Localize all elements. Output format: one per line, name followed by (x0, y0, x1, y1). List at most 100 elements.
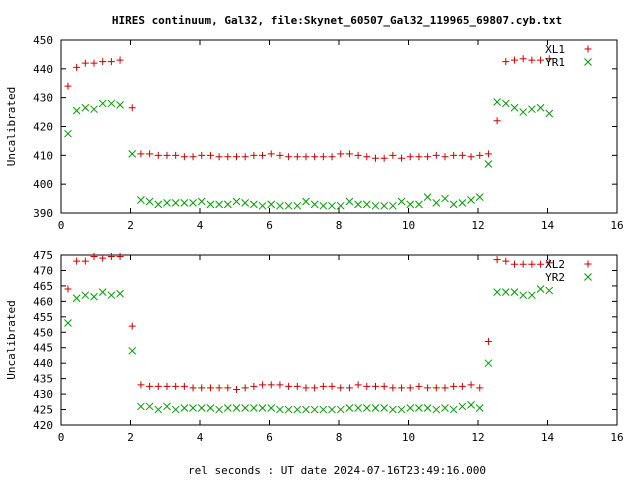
data-point (354, 200, 362, 209)
data-point (328, 153, 336, 161)
data-point (163, 402, 171, 411)
data-point (223, 404, 232, 412)
data-point (458, 382, 466, 390)
data-point (510, 103, 519, 112)
data-point (380, 154, 388, 162)
data-point (345, 384, 353, 392)
legend-marker (584, 273, 592, 281)
data-point (371, 404, 380, 412)
y-tick-label: 440 (33, 357, 53, 370)
data-point (519, 108, 528, 116)
x-tick-label: 12 (471, 431, 484, 444)
data-point (423, 193, 432, 201)
x-tick-label: 0 (58, 431, 65, 444)
data-point (163, 199, 171, 207)
data-point (493, 288, 501, 296)
data-point (171, 199, 180, 207)
data-point (415, 404, 423, 412)
data-point (424, 153, 432, 161)
data-point (107, 291, 116, 300)
data-point (64, 285, 72, 293)
data-point (180, 404, 189, 412)
data-point (81, 257, 89, 265)
data-point (397, 405, 406, 414)
data-point (224, 384, 232, 392)
data-point (328, 405, 336, 414)
data-point (267, 150, 275, 158)
data-point (458, 402, 467, 411)
data-point (484, 150, 492, 158)
y-axis-label: Uncalibrated (5, 300, 18, 379)
data-point (475, 193, 484, 201)
y-tick-label: 455 (33, 311, 53, 324)
data-point (362, 404, 371, 412)
data-point (293, 201, 302, 210)
data-point (107, 253, 115, 261)
data-point (276, 151, 284, 159)
data-point (206, 384, 214, 392)
data-point (250, 404, 258, 412)
data-point (302, 153, 310, 161)
legend-label: YR2 (545, 271, 565, 284)
data-point (258, 404, 267, 412)
upper-panel: 0 2 4 6 8 10 12 14 16 390 400 410 420 430 440 450 Uncali… (5, 34, 624, 232)
y-tick-label: 445 (33, 342, 53, 355)
data-point (267, 404, 276, 412)
data-point (172, 151, 180, 159)
data-point (354, 404, 362, 412)
x-axis-label: rel seconds : UT date 2024-07-16T23:49:1… (188, 464, 486, 477)
chart-title: HIRES continuum, Gal32, file:Skynet_6050… (112, 14, 562, 27)
data-point (458, 199, 467, 207)
data-point (380, 201, 389, 210)
data-point (311, 153, 319, 161)
data-point (224, 153, 232, 161)
data-point (206, 404, 215, 412)
data-point (545, 259, 553, 267)
data-point (337, 384, 345, 392)
data-point (276, 201, 284, 210)
x-tick-label: 4 (197, 431, 204, 444)
data-point (99, 254, 107, 262)
data-point (302, 384, 310, 392)
plot-frame (60, 39, 618, 214)
y-tick-label: 475 (33, 249, 53, 262)
data-point (528, 56, 536, 64)
data-point (81, 291, 90, 300)
data-point (163, 151, 171, 159)
data-point (537, 260, 545, 268)
data-point (424, 384, 432, 392)
data-point (536, 285, 545, 293)
data-point (241, 199, 250, 207)
y-tick-label: 420 (33, 419, 53, 432)
data-point (380, 404, 389, 412)
data-point (397, 197, 406, 206)
data-point (241, 153, 249, 161)
data-point (137, 196, 145, 204)
data-point (64, 129, 72, 138)
data-point (189, 153, 197, 161)
data-point (449, 200, 458, 209)
data-point (215, 384, 223, 392)
data-point (198, 151, 206, 159)
y-tick-label: 390 (33, 207, 53, 220)
y-tick-label: 435 (33, 373, 53, 386)
data-point (336, 405, 345, 414)
data-point (415, 153, 423, 161)
legend-label: XL2 (545, 258, 565, 271)
data-point (493, 98, 501, 106)
x-tick-label: 2 (127, 219, 134, 232)
data-point (285, 153, 293, 161)
data-point (363, 153, 371, 161)
data-point (484, 359, 493, 368)
data-point (519, 291, 528, 300)
data-point (145, 197, 154, 206)
x-tick-label: 8 (336, 431, 343, 444)
data-point (215, 200, 223, 209)
x-tick-label: 16 (610, 431, 623, 444)
data-point (284, 201, 293, 210)
data-point (259, 381, 267, 389)
data-point (501, 99, 510, 108)
data-point (519, 55, 527, 63)
data-point (319, 405, 328, 414)
series-yr2 (64, 285, 554, 414)
